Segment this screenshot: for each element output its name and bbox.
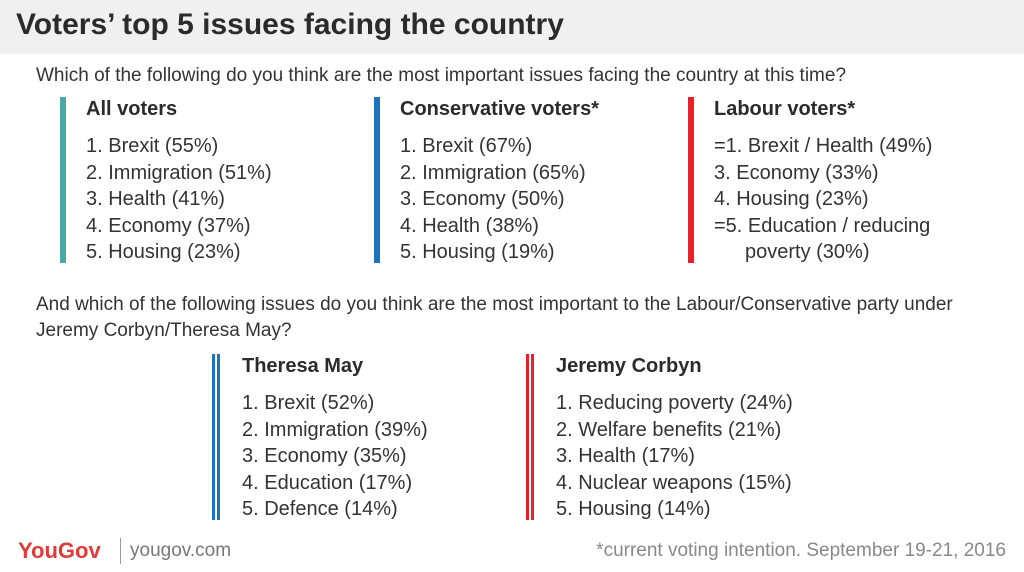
list-item: 5. Housing (23%) bbox=[86, 241, 241, 263]
list-item: poverty (30%) bbox=[714, 239, 932, 266]
issue-list: 1. Brexit (55%) 2. Immigration (51%) 3. … bbox=[86, 133, 272, 266]
list-item: 2. Immigration (39%) bbox=[242, 418, 428, 441]
panel-jeremy-corbyn: Jeremy Corbyn 1. Reducing poverty (24%) … bbox=[526, 354, 836, 520]
list-item-continuation: poverty (30%) bbox=[745, 241, 870, 263]
list-item: 3. Health (41%) bbox=[86, 188, 225, 210]
panel-accent-bar bbox=[60, 97, 66, 263]
list-item: 2. Welfare benefits (21%) bbox=[556, 418, 782, 441]
list-item: 3. Economy (50%) bbox=[400, 188, 565, 210]
issue-list: =1. Brexit / Health (49%) 3. Economy (33… bbox=[714, 133, 932, 266]
list-item: 4. Nuclear weapons (15%) bbox=[556, 471, 792, 494]
list-item: 4. Economy (37%) bbox=[86, 214, 251, 237]
issue-list: 1. Reducing poverty (24%) 2. Welfare ben… bbox=[556, 390, 793, 523]
list-item: =5. Education / reducing bbox=[714, 214, 931, 237]
panel-all-voters: All voters 1. Brexit (55%) 2. Immigratio… bbox=[60, 97, 350, 263]
list-item: 5. Housing (19%) bbox=[400, 241, 555, 263]
panel-accent-bar bbox=[688, 97, 694, 263]
list-item: 2. Immigration (51%) bbox=[86, 161, 272, 184]
issue-list: 1. Brexit (67%) 2. Immigration (65%) 3. … bbox=[400, 133, 586, 266]
list-item: 5. Housing (14%) bbox=[556, 498, 711, 520]
list-item: 1. Brexit (67%) bbox=[400, 135, 533, 157]
list-item: 3. Economy (35%) bbox=[242, 445, 407, 467]
footer-divider bbox=[120, 538, 121, 564]
page-title: Voters’ top 5 issues facing the country bbox=[16, 8, 564, 41]
footer-note: *current voting intention. September 19-… bbox=[596, 540, 1006, 561]
panel-labour-voters: Labour voters* =1. Brexit / Health (49%)… bbox=[688, 97, 1008, 263]
panel-heading: Labour voters* bbox=[714, 98, 856, 120]
yougov-logo: YouGov bbox=[18, 538, 101, 563]
issue-list: 1. Brexit (52%) 2. Immigration (39%) 3. … bbox=[242, 390, 428, 523]
panel-heading: Theresa May bbox=[242, 355, 364, 377]
panel-accent-bar bbox=[374, 97, 380, 263]
panel-heading: Jeremy Corbyn bbox=[556, 355, 702, 377]
panel-accent-bar bbox=[526, 354, 534, 520]
list-item: 1. Reducing poverty (24%) bbox=[556, 392, 793, 414]
list-item: 5. Defence (14%) bbox=[242, 498, 398, 520]
list-item: 4. Health (38%) bbox=[400, 214, 539, 237]
list-item: 3. Economy (33%) bbox=[714, 161, 879, 184]
list-item: 4. Education (17%) bbox=[242, 471, 413, 494]
question-top: Which of the following do you think are … bbox=[36, 65, 847, 86]
panel-conservative-voters: Conservative voters* 1. Brexit (67%) 2. … bbox=[374, 97, 664, 263]
panel-heading: Conservative voters* bbox=[400, 98, 599, 120]
list-item: =1. Brexit / Health (49%) bbox=[714, 135, 933, 157]
list-item: 4. Housing (23%) bbox=[714, 188, 869, 210]
list-item: 1. Brexit (55%) bbox=[86, 135, 219, 157]
title-bar: Voters’ top 5 issues facing the country bbox=[0, 0, 1024, 54]
panel-theresa-may: Theresa May 1. Brexit (52%) 2. Immigrati… bbox=[212, 354, 502, 520]
list-item: 2. Immigration (65%) bbox=[400, 161, 586, 184]
panel-heading: All voters bbox=[86, 98, 178, 120]
footer-url: yougov.com bbox=[130, 540, 232, 561]
panel-accent-bar bbox=[212, 354, 220, 520]
list-item: 3. Health (17%) bbox=[556, 445, 695, 467]
list-item: 1. Brexit (52%) bbox=[242, 392, 375, 414]
question-bottom: And which of the following issues do you… bbox=[36, 294, 953, 341]
